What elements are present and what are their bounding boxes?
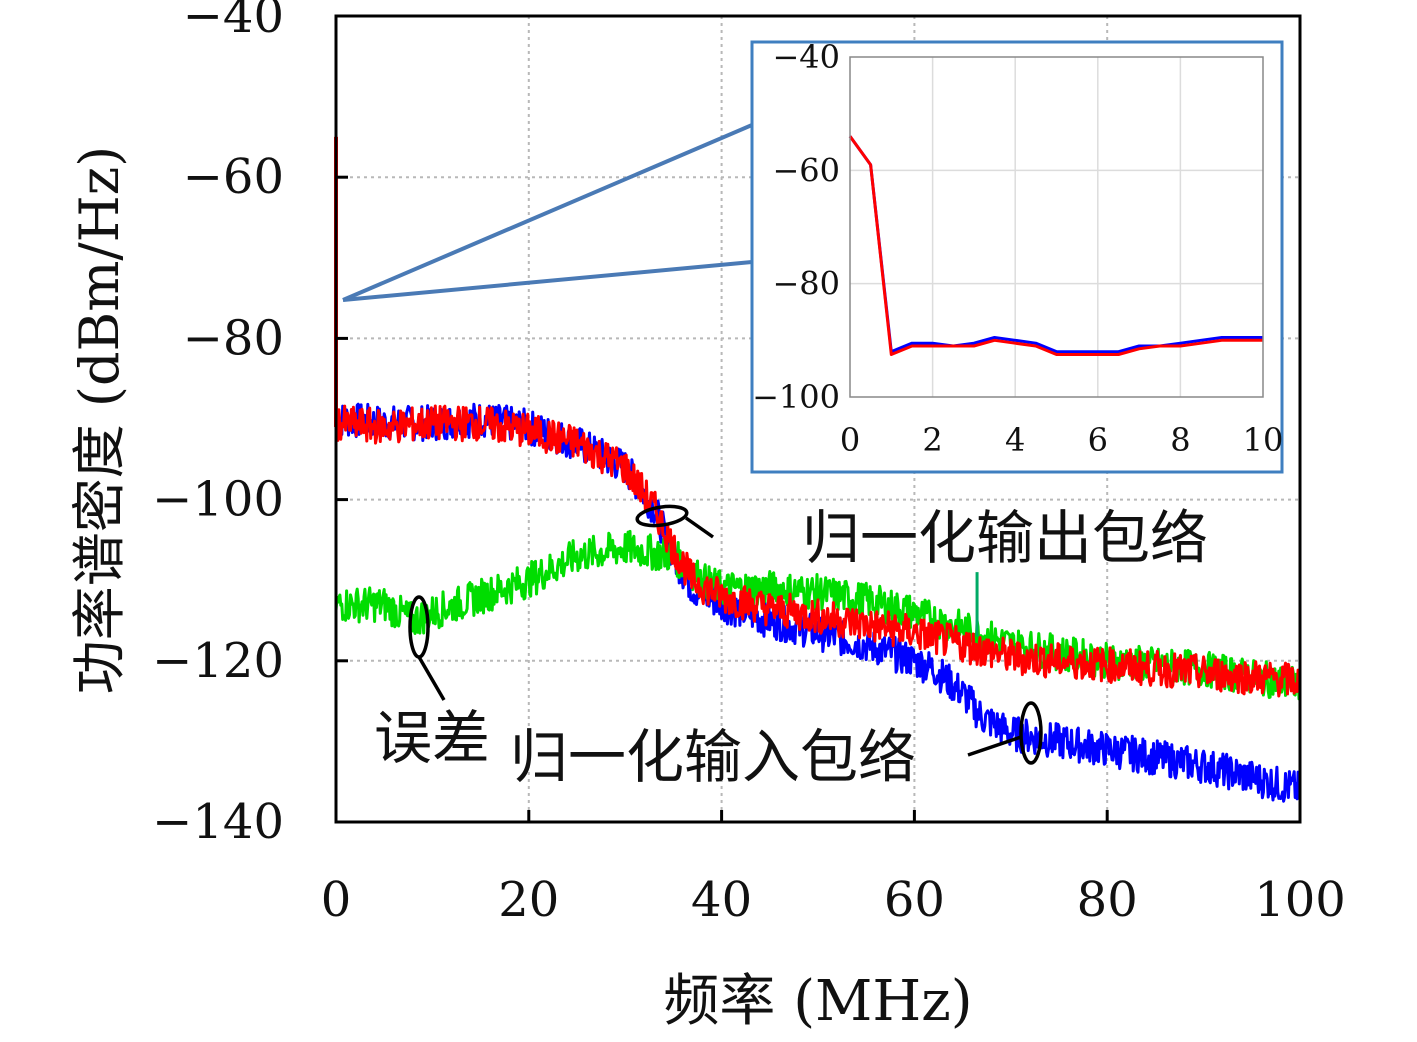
zoom-line-upper	[342, 123, 753, 302]
inset-series	[848, 135, 1263, 356]
series-line-2	[334, 404, 1302, 698]
y-tick-label: −80	[183, 310, 284, 366]
inset-axes	[849, 56, 1264, 398]
x-tick-label: 100	[1254, 872, 1346, 928]
inset-x-tick-label: 4	[1005, 421, 1025, 459]
inset-frame	[750, 40, 1284, 474]
y-tick-label: −100	[152, 472, 284, 528]
inset-x-tick-label: 8	[1170, 421, 1190, 459]
output-marker-leader	[684, 516, 715, 539]
y-tick-label: −60	[183, 149, 284, 205]
y-tick-label: −140	[152, 794, 284, 850]
inset-y-tick-label: −40	[772, 38, 840, 76]
label-error: 误差	[374, 704, 490, 772]
inset-y-tick-label: −80	[772, 265, 840, 303]
inset-series-line-1	[848, 135, 1263, 356]
annotation-markers	[408, 504, 1043, 765]
inset-y-tick-label: −60	[772, 151, 840, 189]
x-axis-title: 频率 (MHz)	[663, 969, 972, 1034]
label-input-envelope: 归一化输入包络	[510, 723, 916, 791]
series-line-0	[334, 402, 1302, 803]
y-tick-label: −40	[183, 0, 284, 44]
inset-series-line-0	[848, 135, 1263, 354]
x-tick-label: 60	[884, 872, 945, 928]
x-tick-label: 0	[321, 872, 352, 928]
inset-ticks: 0 2 4 6 8 10 −40 −60 −80 −100	[752, 38, 1283, 459]
zoom-connector	[342, 123, 753, 302]
inset-y-tick-label: −100	[752, 378, 840, 416]
zoom-line-lower	[342, 260, 753, 302]
main-plot-frame	[334, 14, 1302, 824]
inset-x-tick-label: 0	[840, 421, 860, 459]
error-marker-leader	[417, 656, 446, 701]
input-marker-leader	[967, 735, 1022, 757]
output-marker-ellipse	[635, 504, 689, 528]
main-ticks: 0 20 40 60 80 100−40−60−80−100−120−140	[152, 0, 1346, 928]
x-tick-label: 40	[691, 872, 752, 928]
y-axis-title: 功率谱密度 (dBm/Hz)	[68, 146, 131, 695]
inset-x-tick-label: 6	[1088, 421, 1108, 459]
y-tick-label: −120	[152, 633, 284, 689]
inset-x-tick-label: 10	[1243, 421, 1284, 459]
label-output-envelope: 归一化输出包络	[802, 504, 1208, 572]
x-tick-label: 80	[1077, 872, 1138, 928]
inset-x-tick-label: 2	[922, 421, 942, 459]
input-marker-ellipse	[1019, 701, 1043, 765]
x-tick-label: 20	[498, 872, 559, 928]
